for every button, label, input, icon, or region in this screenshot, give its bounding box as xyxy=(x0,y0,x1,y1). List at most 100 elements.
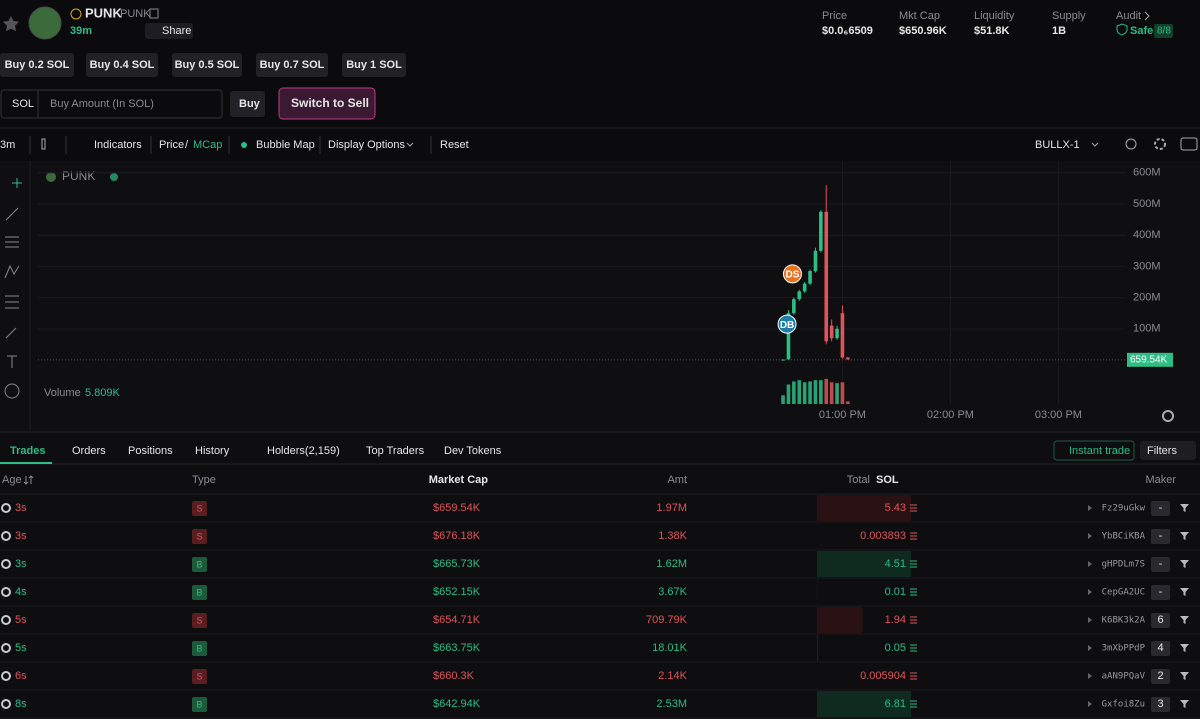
buy-button[interactable] xyxy=(230,91,265,117)
filter-icon[interactable] xyxy=(1180,700,1189,708)
instant-trade-button[interactable] xyxy=(1053,440,1135,461)
filters-button[interactable] xyxy=(1140,441,1196,460)
age-icon xyxy=(1,615,11,625)
maker[interactable]: CepGA2UC xyxy=(1102,588,1145,598)
age: 3s xyxy=(15,502,27,514)
maker[interactable]: Fz29uGkw xyxy=(1102,504,1146,514)
filter-icon[interactable] xyxy=(1180,588,1189,596)
market-cap: $676.18K xyxy=(433,530,481,542)
quick-buy-button[interactable] xyxy=(86,53,158,77)
trades-panel xyxy=(0,433,1200,719)
maker-count-box xyxy=(1151,557,1170,572)
total-icon xyxy=(910,700,917,708)
maker-count-box xyxy=(1151,697,1170,712)
total-icon xyxy=(910,532,917,540)
display-options[interactable]: Display Options xyxy=(328,139,406,151)
maker-count: 6 xyxy=(1157,614,1163,626)
type: B xyxy=(196,559,202,569)
tab[interactable]: Holders(2,159) xyxy=(267,445,340,457)
indicators[interactable]: Indicators xyxy=(94,139,142,151)
amount: 1.62M xyxy=(656,558,687,570)
filter-icon[interactable] xyxy=(1180,616,1189,624)
y-tick-label: 400M xyxy=(1133,229,1161,241)
switch-sell-label: Switch to Sell xyxy=(291,96,369,110)
chart-panel xyxy=(0,161,1200,431)
audit-score-box xyxy=(1154,24,1173,38)
tab[interactable]: Top Traders xyxy=(366,445,425,457)
candle-body xyxy=(781,359,785,361)
age-icon xyxy=(1,699,11,709)
tab[interactable]: History xyxy=(195,445,230,457)
column-header: SOL xyxy=(876,474,899,486)
maker[interactable]: 3mXbPPdP xyxy=(1102,644,1146,654)
price-toggle[interactable]: Price xyxy=(159,139,184,151)
favorite-star[interactable] xyxy=(3,16,19,32)
maker[interactable]: K6BK3k2A xyxy=(1102,616,1146,626)
maker[interactable]: gHPDLm7S xyxy=(1102,560,1145,570)
copy-icon[interactable] xyxy=(149,8,159,19)
bubble-map[interactable]: Bubble Map xyxy=(256,139,315,151)
interval[interactable]: 3m xyxy=(0,139,15,151)
volume-bar xyxy=(813,380,818,404)
stat-value: $0.0₆6509 xyxy=(822,25,873,37)
maker-count-box xyxy=(1151,529,1170,544)
layout-name[interactable]: BULLX-1 xyxy=(1035,139,1080,151)
amount: 1.97M xyxy=(656,502,687,514)
share-button[interactable] xyxy=(145,23,193,39)
age-icon xyxy=(1,587,11,597)
x-tick-label: 03:00 PM xyxy=(1035,409,1082,421)
candle-body xyxy=(824,211,829,342)
filter-icon[interactable] xyxy=(1180,672,1189,680)
token-age: 39m xyxy=(70,25,92,37)
switch-sell-button[interactable] xyxy=(278,87,376,120)
total: 1.94 xyxy=(885,614,906,626)
tab[interactable]: Orders xyxy=(72,445,106,457)
settings-icon[interactable] xyxy=(1154,138,1166,150)
maker[interactable]: Gxfoi8Zu xyxy=(1102,700,1145,710)
total-icon xyxy=(910,616,917,624)
maker[interactable]: YbBCiKBA xyxy=(1102,532,1146,542)
mcap-toggle[interactable]: MCap xyxy=(193,139,222,151)
filter-icon[interactable] xyxy=(1180,532,1189,540)
quick-buy-button[interactable] xyxy=(0,53,74,77)
maker-arrow xyxy=(1088,673,1092,679)
quick-buy-button[interactable] xyxy=(172,53,242,77)
market-cap: $654.71K xyxy=(433,614,481,626)
quick-buy-button[interactable] xyxy=(256,53,328,77)
tab[interactable]: Trades xyxy=(10,445,45,457)
volume-bar xyxy=(802,382,807,404)
amount-input[interactable] xyxy=(0,89,223,119)
filter-icon[interactable] xyxy=(1180,560,1189,568)
tab[interactable]: Positions xyxy=(128,445,173,457)
amount: 2.53M xyxy=(656,698,687,710)
volume-bar xyxy=(808,381,812,404)
filter-icon[interactable] xyxy=(1180,504,1189,512)
current-price-label: 659.54K xyxy=(1130,354,1168,365)
age-icon xyxy=(1,643,11,653)
quick-buy-label: Buy 0.7 SOL xyxy=(260,59,325,71)
candle-icon[interactable] xyxy=(41,138,46,150)
candle-body xyxy=(813,250,818,272)
volume-bar xyxy=(829,382,834,404)
tab[interactable]: Dev Tokens xyxy=(444,445,502,457)
age: 6s xyxy=(15,670,27,682)
type-badge xyxy=(192,697,207,712)
type: S xyxy=(196,671,202,681)
filter-icon[interactable] xyxy=(1180,644,1189,652)
total-bar xyxy=(817,551,911,577)
quick-buy-button[interactable] xyxy=(342,53,406,77)
sort-icon[interactable] xyxy=(23,475,34,485)
trade-marker xyxy=(777,314,797,334)
reset[interactable]: Reset xyxy=(440,139,469,151)
token-avatar xyxy=(28,6,62,40)
audit-label[interactable]: Audit xyxy=(1116,10,1141,22)
drawing-tools[interactable] xyxy=(4,178,22,399)
candle-body xyxy=(846,357,850,360)
camera-icon[interactable] xyxy=(1180,137,1198,151)
total: 0.005904 xyxy=(860,670,906,682)
search-icon[interactable] xyxy=(1125,138,1137,150)
audit-shield xyxy=(1116,23,1128,36)
maker[interactable]: aAN9PQaV xyxy=(1102,672,1146,682)
chart-settings[interactable] xyxy=(1162,410,1174,422)
market-cap: $642.94K xyxy=(433,698,481,710)
